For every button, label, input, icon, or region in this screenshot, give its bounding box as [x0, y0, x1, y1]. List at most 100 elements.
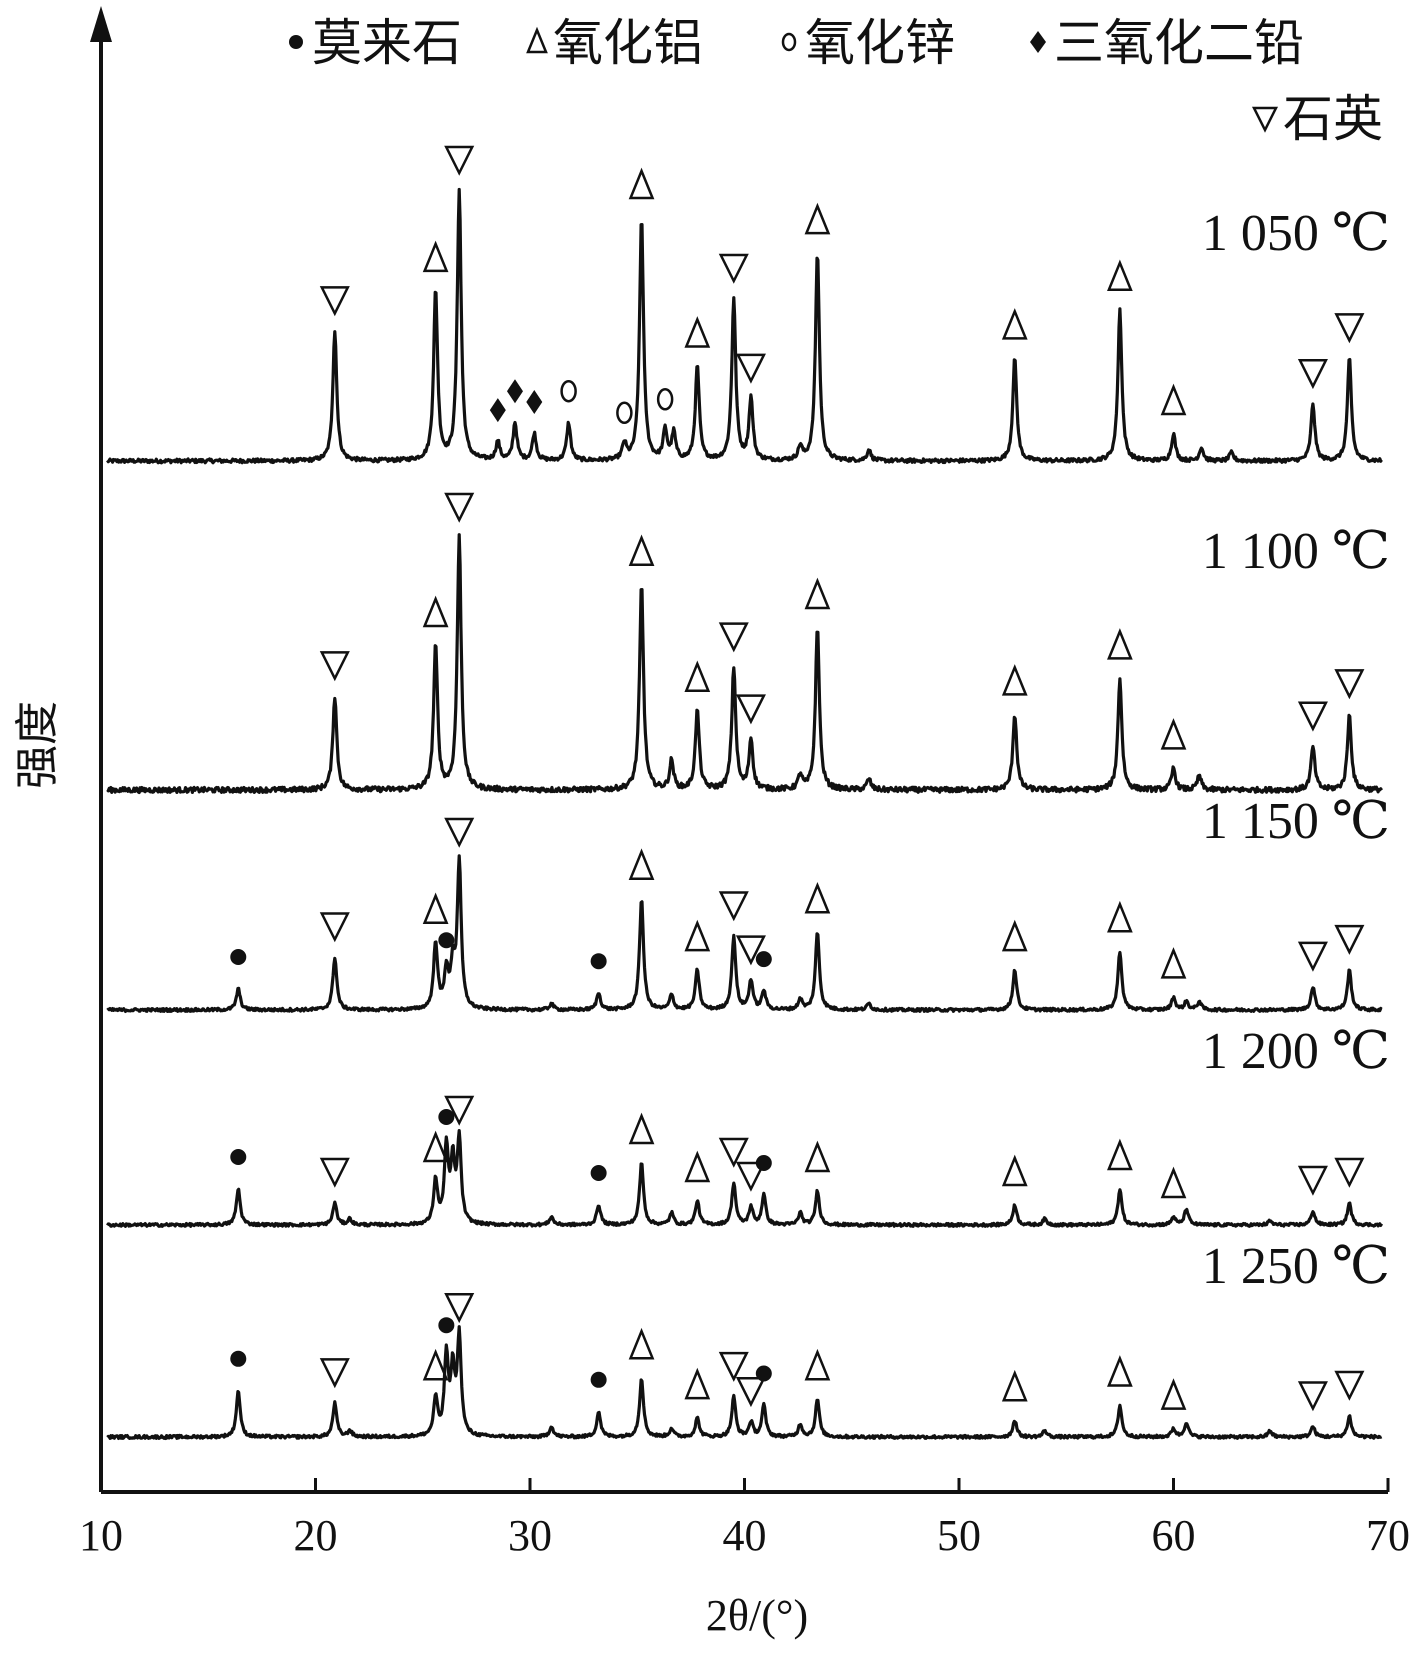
mullite-marker-icon [590, 1165, 607, 1181]
axes: 10 20 30 40 50 60 70 [79, 6, 1410, 1560]
alumina-marker-icon [1107, 1138, 1133, 1171]
alumina-marker-icon [1001, 308, 1028, 340]
mullite-marker-icon [755, 1155, 772, 1171]
alumina-marker-icon [422, 1348, 449, 1381]
quartz-marker-icon [444, 1095, 475, 1126]
mullite-marker-icon [230, 1149, 247, 1165]
quartz-marker-icon [444, 817, 475, 848]
alumina-marker-icon [1107, 900, 1133, 933]
alumina-marker-icon [1160, 947, 1187, 979]
quartz-marker-icon [1334, 1370, 1365, 1401]
legend-label: 三氧化二铅 [1054, 14, 1304, 72]
quartz-marker-icon [735, 1161, 766, 1192]
alumina-marker-icon [1160, 1378, 1187, 1410]
legend-quartz-icon [1251, 106, 1279, 133]
mullite-marker-icon [590, 953, 607, 970]
quartz-marker-icon [735, 935, 766, 966]
mullite-marker-icon [438, 932, 455, 949]
pattern-curve [106, 187, 1383, 465]
alumina-marker-icon [1160, 383, 1187, 416]
x-axis-label: 2θ/(°) [706, 1591, 808, 1640]
alumina-marker-icon [422, 892, 449, 925]
legend-label: 石英 [1283, 90, 1383, 148]
x-tick-label: 40 [723, 1511, 767, 1560]
lead-oxide-marker-icon [506, 379, 523, 404]
alumina-marker-icon [684, 1367, 711, 1400]
pattern-curve [106, 1128, 1384, 1228]
pattern-curves [106, 187, 1384, 1441]
y-axis-arrow-icon [90, 6, 112, 42]
alumina-marker-icon [684, 919, 711, 952]
pattern-curve [106, 854, 1383, 1014]
alumina-marker-icon [422, 1130, 449, 1163]
alumina-marker-icon [684, 1150, 711, 1183]
alumina-marker-icon [628, 848, 655, 880]
quartz-marker-icon [444, 145, 475, 176]
legend-alumina-icon [526, 26, 548, 54]
quartz-marker-icon [718, 622, 749, 653]
temperature-label: 1 050 ℃ [1202, 205, 1390, 262]
y-axis-label: 强度 [12, 701, 63, 789]
mullite-marker-icon [230, 949, 247, 965]
quartz-marker-icon [1334, 313, 1365, 344]
alumina-marker-icon [684, 316, 711, 348]
mullite-marker-icon [230, 1350, 247, 1367]
alumina-marker-icon [1001, 1369, 1028, 1402]
legend-mullite-icon [289, 35, 303, 49]
phase-markers [230, 145, 1365, 1412]
legend-zinc-oxide-icon [781, 32, 797, 52]
mullite-marker-icon [755, 951, 772, 968]
alumina-marker-icon [628, 167, 655, 200]
quartz-marker-icon [735, 353, 766, 384]
quartz-marker-icon [319, 1358, 350, 1389]
alumina-marker-icon [422, 240, 449, 273]
x-tick-label: 70 [1366, 1511, 1410, 1560]
alumina-marker-icon [684, 660, 711, 693]
alumina-marker-icon [1001, 919, 1028, 952]
quartz-marker-icon [735, 694, 766, 725]
legend-lead-oxide-icon [1030, 31, 1046, 53]
legend-label: 莫来石 [312, 14, 462, 72]
quartz-marker-icon [1297, 359, 1328, 390]
alumina-marker-icon [804, 577, 831, 610]
lead-oxide-marker-icon [489, 398, 506, 423]
quartz-marker-icon [718, 891, 749, 922]
quartz-marker-icon [444, 1293, 475, 1324]
quartz-marker-icon [1297, 1165, 1328, 1196]
alumina-marker-icon [1001, 1154, 1028, 1187]
quartz-marker-icon [718, 1137, 749, 1168]
lead-oxide-marker-icon [526, 390, 543, 414]
quartz-marker-icon [1297, 1381, 1328, 1412]
alumina-marker-icon [628, 1327, 655, 1360]
x-tick-label: 50 [937, 1511, 981, 1560]
temperature-label: 1 250 ℃ [1202, 1238, 1390, 1295]
x-tick-label: 20 [294, 1511, 338, 1560]
quartz-marker-icon [444, 492, 475, 523]
quartz-marker-icon [718, 1351, 749, 1382]
quartz-marker-icon [1334, 669, 1365, 700]
temperature-label: 1 200 ℃ [1202, 1023, 1390, 1080]
alumina-marker-icon [628, 534, 655, 567]
zinc-oxide-marker-icon [560, 379, 577, 403]
temperature-label: 1 150 ℃ [1202, 793, 1390, 850]
alumina-marker-icon [1107, 628, 1133, 660]
alumina-marker-icon [804, 881, 831, 914]
mullite-marker-icon [590, 1371, 607, 1388]
legend-label: 氧化锌 [805, 14, 955, 72]
quartz-marker-icon [1297, 701, 1328, 732]
alumina-marker-icon [804, 202, 831, 235]
pattern-curve [106, 1325, 1383, 1441]
alumina-marker-icon [1107, 1355, 1133, 1387]
zinc-oxide-marker-icon [616, 401, 633, 425]
quartz-marker-icon [319, 1157, 350, 1188]
quartz-marker-icon [718, 253, 749, 284]
x-tick-label: 60 [1152, 1511, 1196, 1560]
alumina-marker-icon [628, 1112, 655, 1145]
mullite-marker-icon [438, 1109, 455, 1125]
quartz-marker-icon [319, 912, 350, 943]
mullite-marker-icon [438, 1317, 455, 1334]
alumina-marker-icon [804, 1140, 831, 1173]
alumina-marker-icon [1001, 664, 1028, 696]
legend-label: 氧化铝 [553, 14, 703, 72]
